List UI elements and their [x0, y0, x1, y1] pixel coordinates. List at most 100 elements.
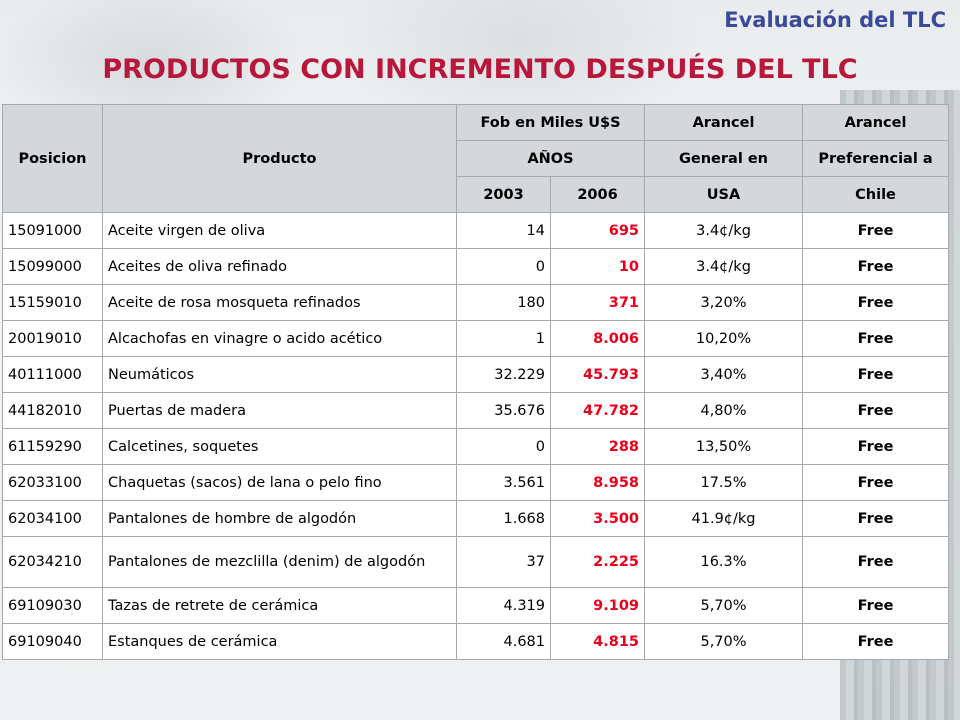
- cell-producto: Aceite virgen de oliva: [102, 212, 457, 249]
- cell-2003: 14: [456, 212, 551, 249]
- cell-2003: 35.676: [456, 392, 551, 429]
- cell-arancel-usa: 3,20%: [644, 284, 804, 321]
- table-row: 69109030 Tazas de retrete de cerámica 4.…: [2, 587, 950, 624]
- cell-2006: 9.109: [549, 587, 646, 624]
- cell-2006: 47.782: [549, 392, 646, 429]
- cell-producto: Puertas de madera: [102, 392, 457, 429]
- header-arancel-pref-line1: Arancel: [802, 104, 950, 141]
- header-arancel-usa-line1: Arancel: [644, 104, 804, 141]
- table-header: Posicion Producto Fob en Miles U$S Aranc…: [2, 104, 950, 213]
- table-row: 20019010 Alcachofas en vinagre o acido a…: [2, 320, 950, 357]
- cell-posicion: 15091000: [2, 212, 103, 249]
- cell-arancel-chile: Free: [802, 587, 950, 624]
- cell-arancel-usa: 3.4¢/kg: [644, 212, 804, 249]
- cell-arancel-chile: Free: [802, 500, 950, 537]
- table-row: 62033100 Chaquetas (sacos) de lana o pel…: [2, 464, 950, 501]
- cell-producto: Neumáticos: [102, 356, 457, 393]
- cell-arancel-chile: Free: [802, 320, 950, 357]
- cell-2003: 1.668: [456, 500, 551, 537]
- cell-2006: 8.958: [549, 464, 646, 501]
- cell-arancel-chile: Free: [802, 212, 950, 249]
- cell-2006: 371: [549, 284, 646, 321]
- cell-arancel-usa: 17.5%: [644, 464, 804, 501]
- table-body: 15091000 Aceite virgen de oliva 14 695 3…: [2, 212, 950, 660]
- table-row: 44182010 Puertas de madera 35.676 47.782…: [2, 392, 950, 429]
- cell-2006: 4.815: [549, 623, 646, 660]
- cell-posicion: 61159290: [2, 428, 103, 465]
- header-arancel-usa-line3: USA: [644, 176, 804, 213]
- cell-2003: 4.319: [456, 587, 551, 624]
- cell-2006: 45.793: [549, 356, 646, 393]
- cell-2006: 8.006: [549, 320, 646, 357]
- table-row: 15099000 Aceites de oliva refinado 0 10 …: [2, 248, 950, 285]
- header-arancel-pref-line2: Preferencial a: [802, 140, 950, 177]
- cell-2003: 180: [456, 284, 551, 321]
- cell-2006: 695: [549, 212, 646, 249]
- cell-posicion: 15159010: [2, 284, 103, 321]
- cell-arancel-chile: Free: [802, 284, 950, 321]
- cell-arancel-usa: 10,20%: [644, 320, 804, 357]
- cell-2006: 10: [549, 248, 646, 285]
- cell-arancel-chile: Free: [802, 392, 950, 429]
- cell-arancel-usa: 4,80%: [644, 392, 804, 429]
- cell-posicion: 62034210: [2, 536, 103, 588]
- cell-posicion: 62033100: [2, 464, 103, 501]
- table-row: 40111000 Neumáticos 32.229 45.793 3,40% …: [2, 356, 950, 393]
- cell-arancel-usa: 3,40%: [644, 356, 804, 393]
- page-title: PRODUCTOS CON INCREMENTO DESPUÉS DEL TLC: [102, 54, 858, 85]
- table-row: 62034100 Pantalones de hombre de algodón…: [2, 500, 950, 537]
- cell-2006: 3.500: [549, 500, 646, 537]
- cell-producto: Aceite de rosa mosqueta refinados: [102, 284, 457, 321]
- cell-2003: 37: [456, 536, 551, 588]
- cell-arancel-usa: 3.4¢/kg: [644, 248, 804, 285]
- header-arancel-pref-line3: Chile: [802, 176, 950, 213]
- cell-posicion: 62034100: [2, 500, 103, 537]
- cell-arancel-usa: 5,70%: [644, 587, 804, 624]
- cell-posicion: 40111000: [2, 356, 103, 393]
- cell-producto: Aceites de oliva refinado: [102, 248, 457, 285]
- cell-2003: 0: [456, 428, 551, 465]
- cell-arancel-chile: Free: [802, 623, 950, 660]
- cell-arancel-chile: Free: [802, 464, 950, 501]
- cell-2006: 2.225: [549, 536, 646, 588]
- products-table: Posicion Producto Fob en Miles U$S Aranc…: [2, 104, 950, 660]
- header-posicion: Posicion: [2, 104, 103, 213]
- header-anos: AÑOS: [455, 140, 646, 177]
- header-fob: Fob en Miles U$S: [455, 104, 646, 141]
- cell-arancel-chile: Free: [802, 248, 950, 285]
- cell-producto: Pantalones de mezclilla (denim) de algod…: [102, 536, 457, 588]
- cell-arancel-chile: Free: [802, 536, 950, 588]
- cell-producto: Tazas de retrete de cerámica: [102, 587, 457, 624]
- cell-producto: Chaquetas (sacos) de lana o pelo fino: [102, 464, 457, 501]
- header-year-2003: 2003: [456, 176, 551, 213]
- cell-arancel-usa: 41.9¢/kg: [644, 500, 804, 537]
- cell-arancel-chile: Free: [802, 428, 950, 465]
- cell-posicion: 69109030: [2, 587, 103, 624]
- cell-producto: Calcetines, soquetes: [102, 428, 457, 465]
- cell-2003: 4.681: [456, 623, 551, 660]
- cell-producto: Estanques de cerámica: [102, 623, 457, 660]
- cell-2003: 32.229: [456, 356, 551, 393]
- cell-2006: 288: [549, 428, 646, 465]
- cell-arancel-usa: 13,50%: [644, 428, 804, 465]
- cell-arancel-chile: Free: [802, 356, 950, 393]
- header-arancel-usa-line2: General en: [644, 140, 804, 177]
- table-row: 62034210 Pantalones de mezclilla (denim)…: [2, 536, 950, 588]
- cell-posicion: 44182010: [2, 392, 103, 429]
- cell-posicion: 20019010: [2, 320, 103, 357]
- cell-2003: 1: [456, 320, 551, 357]
- cell-posicion: 15099000: [2, 248, 103, 285]
- cell-posicion: 69109040: [2, 623, 103, 660]
- table-row: 61159290 Calcetines, soquetes 0 288 13,5…: [2, 428, 950, 465]
- cell-arancel-usa: 5,70%: [644, 623, 804, 660]
- cell-producto: Pantalones de hombre de algodón: [102, 500, 457, 537]
- header-year-2006: 2006: [549, 176, 646, 213]
- cell-2003: 0: [456, 248, 551, 285]
- cell-2003: 3.561: [456, 464, 551, 501]
- cell-producto: Alcachofas en vinagre o acido acético: [102, 320, 457, 357]
- table-row: 15091000 Aceite virgen de oliva 14 695 3…: [2, 212, 950, 249]
- section-title: Evaluación del TLC: [724, 8, 946, 32]
- table-row: 69109040 Estanques de cerámica 4.681 4.8…: [2, 623, 950, 660]
- cell-arancel-usa: 16.3%: [644, 536, 804, 588]
- header-producto: Producto: [102, 104, 457, 213]
